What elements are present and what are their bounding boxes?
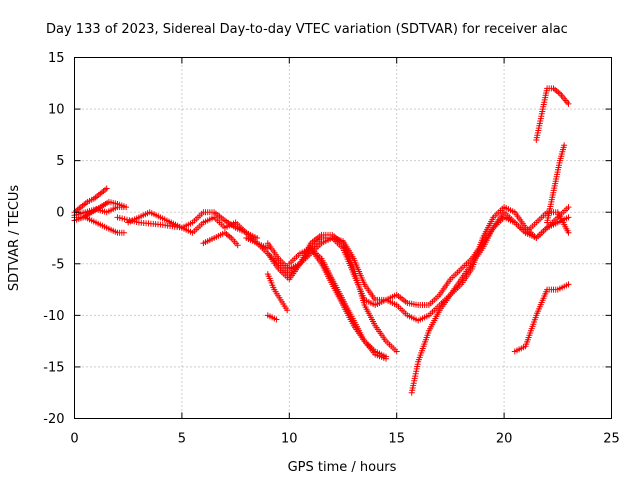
series-track-14 [264,271,291,314]
series-track-5 [114,209,261,241]
series-track-16 [511,281,572,355]
x-tick-label: 5 [178,432,186,447]
series-markers [544,142,568,226]
y-tick-label: 10 [48,103,65,118]
plot-frame [74,57,612,419]
series-track-18 [544,142,568,226]
y-tick-label: -10 [43,309,64,324]
chart-marks [71,85,572,396]
series-track-12 [307,245,389,360]
chart-title: Day 133 of 2023, Sidereal Day-to-day VTE… [46,22,568,37]
x-tick-label: 25 [603,432,620,447]
y-tick-label: 15 [48,51,65,66]
y-tick-label: 0 [56,206,64,221]
y-tick-label: -5 [52,257,65,272]
series-track-7 [200,229,241,249]
series-track-10 [264,231,400,355]
axis-ticks: 0 5 10 15 20 25 -20 -15 -10 -5 0 5 10 15 [43,51,620,447]
series-markers [533,85,572,143]
chart-frame [74,57,612,419]
chart-grid [74,57,612,419]
x-tick-label: 10 [281,432,298,447]
series-markers [264,271,291,314]
series-markers [200,229,241,249]
x-tick-label: 20 [496,432,513,447]
series-markers [408,209,572,396]
y-tick-label: 5 [56,154,64,169]
series-markers [307,245,389,360]
x-tick-label: 0 [70,432,78,447]
series-track-17 [533,85,572,143]
x-axis-label: GPS time / hours [288,460,397,475]
y-axis-label: SDTVAR / TECUs [7,185,22,292]
x-tick-label: 15 [388,432,405,447]
y-tick-label: -20 [43,412,64,427]
series-markers [511,281,572,355]
series-markers [264,231,400,355]
series-markers [264,312,280,323]
series-track-15 [408,209,572,396]
series-markers [114,209,261,241]
series-track-13 [264,312,280,323]
y-tick-label: -15 [43,360,64,375]
